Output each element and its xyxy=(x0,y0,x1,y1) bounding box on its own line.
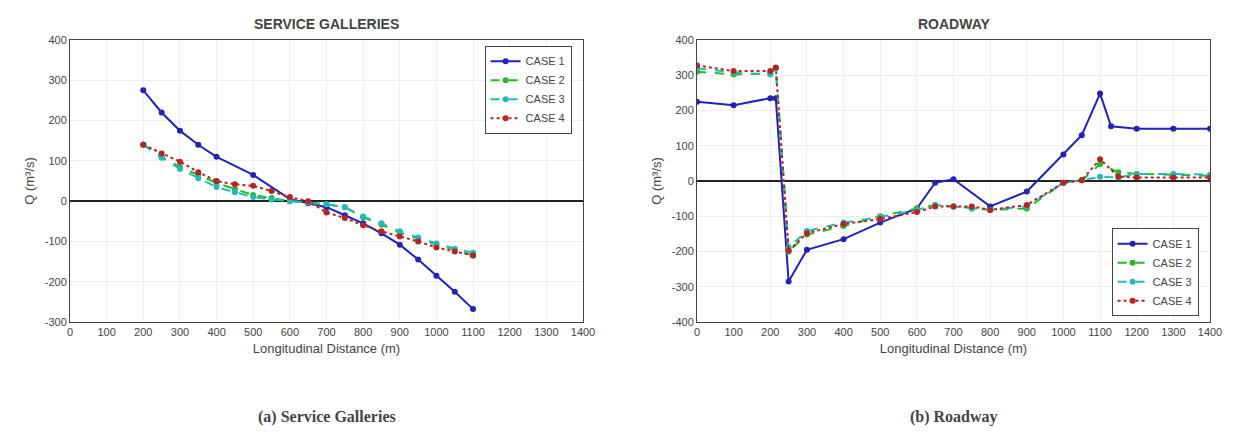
svg-text:SERVICE GALLERIES: SERVICE GALLERIES xyxy=(254,16,399,32)
svg-text:CASE 4: CASE 4 xyxy=(1153,295,1192,307)
svg-text:200: 200 xyxy=(134,326,152,338)
svg-text:-300: -300 xyxy=(672,281,694,293)
svg-text:-200: -200 xyxy=(45,276,67,288)
svg-text:1200: 1200 xyxy=(1124,326,1148,338)
svg-text:Longitudinal Distance (m): Longitudinal Distance (m) xyxy=(253,341,400,356)
svg-text:Q (m³/s): Q (m³/s) xyxy=(22,157,37,205)
svg-text:400: 400 xyxy=(48,34,66,46)
svg-text:-100: -100 xyxy=(45,235,67,247)
svg-text:CASE 1: CASE 1 xyxy=(1153,238,1192,250)
svg-text:300: 300 xyxy=(171,326,189,338)
svg-text:900: 900 xyxy=(391,326,409,338)
svg-text:CASE 2: CASE 2 xyxy=(1153,257,1192,269)
svg-text:100: 100 xyxy=(97,326,115,338)
svg-text:CASE 3: CASE 3 xyxy=(1153,276,1192,288)
svg-text:900: 900 xyxy=(1018,326,1036,338)
svg-text:Q (m³/s): Q (m³/s) xyxy=(649,157,664,205)
svg-text:1400: 1400 xyxy=(571,326,595,338)
svg-text:500: 500 xyxy=(244,326,262,338)
svg-text:0: 0 xyxy=(694,326,700,338)
svg-text:1000: 1000 xyxy=(424,326,448,338)
svg-text:0: 0 xyxy=(688,175,694,187)
svg-text:500: 500 xyxy=(871,326,889,338)
svg-text:700: 700 xyxy=(317,326,335,338)
svg-text:1300: 1300 xyxy=(1161,326,1185,338)
svg-text:1400: 1400 xyxy=(1198,326,1222,338)
svg-text:CASE 3: CASE 3 xyxy=(526,93,565,105)
svg-text:1100: 1100 xyxy=(1088,326,1112,338)
svg-text:-400: -400 xyxy=(672,316,694,328)
svg-text:400: 400 xyxy=(834,326,852,338)
svg-text:CASE 4: CASE 4 xyxy=(526,112,565,124)
svg-text:ROADWAY: ROADWAY xyxy=(918,16,990,32)
svg-text:1200: 1200 xyxy=(497,326,521,338)
svg-text:200: 200 xyxy=(761,326,779,338)
svg-text:400: 400 xyxy=(207,326,225,338)
svg-text:300: 300 xyxy=(675,69,693,81)
svg-text:700: 700 xyxy=(944,326,962,338)
svg-text:800: 800 xyxy=(354,326,372,338)
svg-text:CASE 1: CASE 1 xyxy=(526,55,565,67)
svg-text:300: 300 xyxy=(798,326,816,338)
svg-text:1300: 1300 xyxy=(534,326,558,338)
svg-text:600: 600 xyxy=(281,326,299,338)
svg-text:0: 0 xyxy=(61,195,67,207)
svg-text:-100: -100 xyxy=(672,210,694,222)
svg-text:CASE 2: CASE 2 xyxy=(526,74,565,86)
svg-text:100: 100 xyxy=(48,155,66,167)
svg-text:100: 100 xyxy=(675,140,693,152)
svg-text:400: 400 xyxy=(675,34,693,46)
svg-text:-300: -300 xyxy=(45,316,67,328)
svg-text:600: 600 xyxy=(908,326,926,338)
svg-text:Longitudinal Distance (m): Longitudinal Distance (m) xyxy=(880,341,1027,356)
svg-text:(a) Service Galleries: (a) Service Galleries xyxy=(258,408,396,426)
svg-text:100: 100 xyxy=(724,326,742,338)
svg-text:200: 200 xyxy=(48,114,66,126)
svg-text:-200: -200 xyxy=(672,245,694,257)
svg-text:0: 0 xyxy=(67,326,73,338)
svg-text:(b) Roadway: (b) Roadway xyxy=(910,408,998,426)
svg-text:200: 200 xyxy=(675,104,693,116)
svg-text:1100: 1100 xyxy=(461,326,485,338)
svg-text:800: 800 xyxy=(981,326,999,338)
svg-text:300: 300 xyxy=(48,74,66,86)
svg-text:1000: 1000 xyxy=(1051,326,1075,338)
